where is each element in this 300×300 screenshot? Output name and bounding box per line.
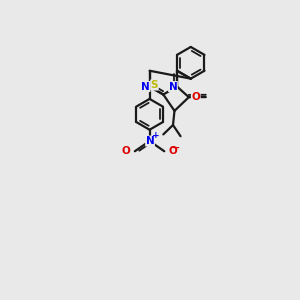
Text: N: N xyxy=(146,136,154,146)
Text: N: N xyxy=(169,82,177,92)
Text: N: N xyxy=(141,82,150,92)
Text: O: O xyxy=(122,146,130,156)
Text: +: + xyxy=(152,131,160,140)
Text: S: S xyxy=(151,80,158,90)
Text: O: O xyxy=(169,146,178,156)
Text: −: − xyxy=(171,143,180,153)
Text: O: O xyxy=(191,92,200,102)
